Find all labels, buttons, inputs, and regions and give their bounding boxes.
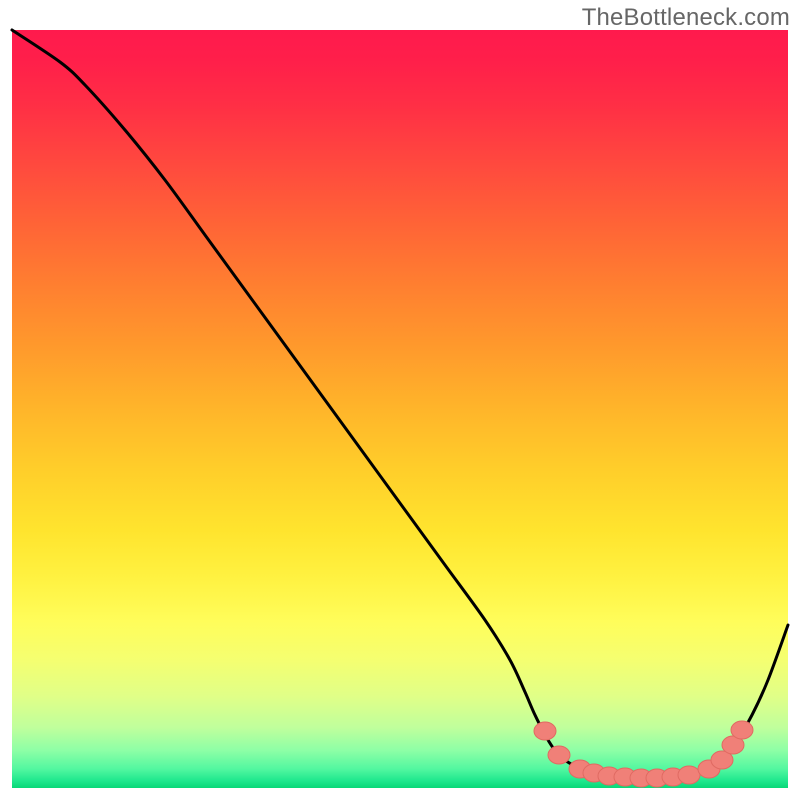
curve-marker <box>678 766 700 784</box>
curve-marker <box>534 722 556 740</box>
chart-stage: TheBottleneck.com <box>0 0 800 800</box>
watermark-text: TheBottleneck.com <box>582 4 790 32</box>
curve-marker <box>548 746 570 764</box>
gradient-plot-area <box>12 30 788 788</box>
curve-marker <box>731 721 753 739</box>
bottleneck-chart <box>0 0 800 800</box>
